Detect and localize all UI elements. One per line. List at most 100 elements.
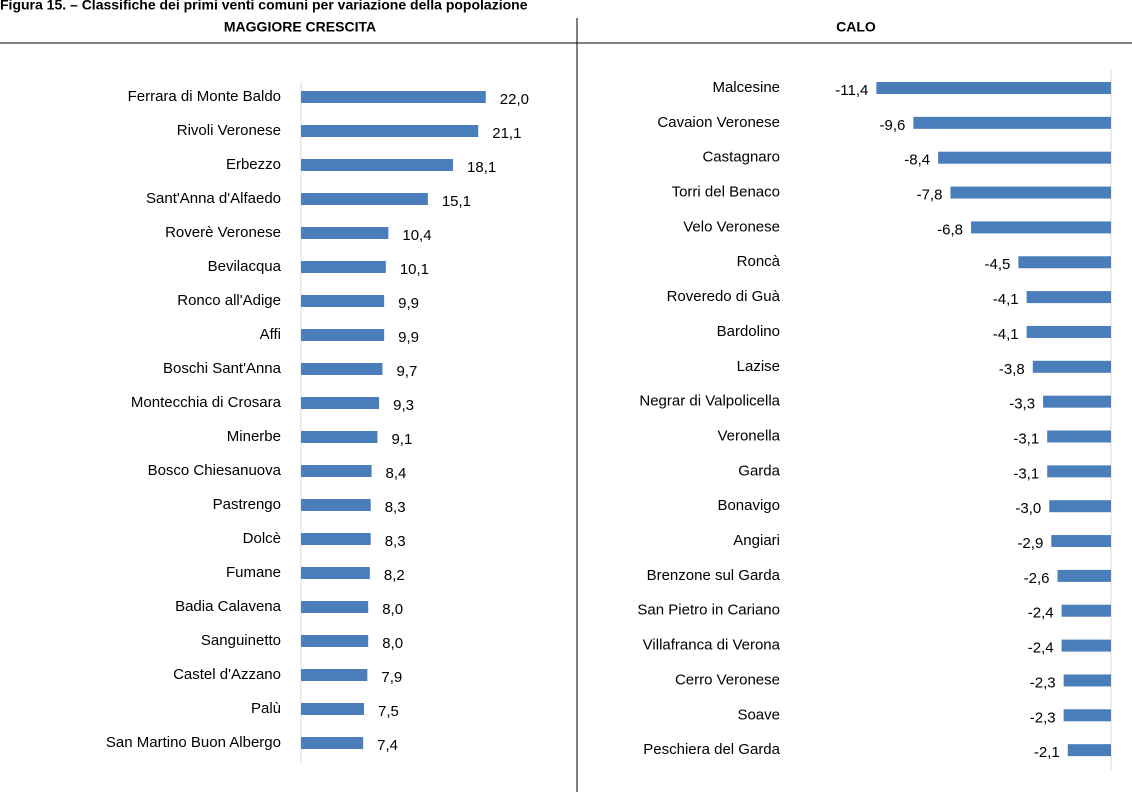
bar	[1047, 430, 1111, 443]
category-label: Pastrengo	[213, 496, 281, 513]
value-label: -8,4	[904, 152, 930, 169]
category-label: Erbezzo	[226, 156, 281, 173]
category-label: Cerro Veronese	[675, 671, 780, 688]
category-label: Veronella	[717, 427, 780, 444]
value-label: -2,3	[1030, 674, 1056, 691]
bar	[1026, 325, 1111, 338]
bar	[301, 125, 479, 137]
value-label: -6,8	[937, 221, 963, 238]
bar	[301, 533, 371, 545]
category-label: Castagnaro	[702, 149, 780, 166]
value-label: 8,0	[382, 601, 403, 618]
category-label: Affi	[260, 326, 281, 343]
bar	[301, 363, 383, 375]
value-label: 8,3	[385, 533, 406, 550]
value-label: 9,1	[391, 431, 412, 448]
category-label: Brenzone sul Garda	[647, 567, 781, 584]
category-label: Angiari	[733, 532, 780, 549]
bar	[301, 499, 371, 511]
category-label: Badia Calavena	[175, 598, 282, 615]
value-label: 8,4	[386, 465, 407, 482]
value-label: -4,5	[985, 256, 1011, 273]
bar	[1063, 709, 1111, 722]
value-label: -7,8	[917, 187, 943, 204]
value-label: 21,1	[492, 125, 521, 142]
value-label: -3,8	[999, 361, 1025, 378]
category-label: Garda	[738, 462, 780, 479]
value-label: 8,2	[384, 567, 405, 584]
value-label: 15,1	[442, 193, 471, 210]
category-label: Sant'Anna d'Alfaedo	[146, 190, 281, 207]
bar	[301, 635, 369, 647]
category-label: Villafranca di Verona	[643, 637, 781, 654]
category-label: Torri del Benaco	[672, 184, 780, 201]
value-label: 22,0	[500, 91, 529, 108]
category-label: Ferrara di Monte Baldo	[128, 88, 281, 105]
value-label: -4,1	[993, 291, 1019, 308]
category-label: Minerbe	[227, 428, 281, 445]
bar	[1063, 674, 1111, 687]
bar	[301, 669, 368, 681]
category-label: Montecchia di Crosara	[131, 394, 282, 411]
category-label: Bevilacqua	[208, 258, 282, 275]
value-label: -3,1	[1013, 430, 1039, 447]
value-label: -3,1	[1013, 465, 1039, 482]
bar	[301, 261, 386, 273]
category-label: Bonavigo	[717, 497, 780, 514]
panel-title: MAGGIORE CRESCITA	[224, 19, 376, 35]
bar	[301, 737, 364, 749]
category-label: Velo Veronese	[683, 218, 780, 235]
value-label: 10,4	[402, 227, 431, 244]
bar	[301, 295, 385, 307]
category-label: San Pietro in Cariano	[637, 602, 780, 619]
bar	[301, 397, 380, 409]
value-label: 10,1	[400, 261, 429, 278]
value-label: -2,9	[1017, 535, 1043, 552]
category-label: Roveredo di Guà	[667, 288, 781, 305]
category-label: Boschi Sant'Anna	[163, 360, 282, 377]
category-label: Palù	[251, 700, 281, 717]
value-label: 7,4	[377, 737, 398, 754]
bar	[1051, 535, 1111, 548]
bar	[1061, 639, 1111, 652]
category-label: Sanguinetto	[201, 632, 281, 649]
value-label: -3,0	[1015, 500, 1041, 517]
bar	[938, 151, 1111, 164]
value-label: 18,1	[467, 159, 496, 176]
value-label: -2,3	[1030, 709, 1056, 726]
category-label: Negrar di Valpolicella	[639, 393, 780, 410]
bar	[301, 159, 454, 171]
bar	[301, 601, 369, 613]
value-label: 9,3	[393, 397, 414, 414]
bar	[301, 227, 389, 239]
figure-title: Figura 15. – Classifiche dei primi venti…	[0, 0, 528, 13]
value-label: 9,9	[398, 329, 419, 346]
value-label: -9,6	[880, 117, 906, 134]
bar	[1047, 465, 1111, 478]
value-label: -2,6	[1024, 570, 1050, 587]
bar	[950, 186, 1111, 199]
bar	[1018, 256, 1111, 269]
value-label: -2,4	[1028, 605, 1054, 622]
category-label: Lazise	[737, 358, 780, 375]
value-label: -3,3	[1009, 396, 1035, 413]
category-label: Cavaion Veronese	[657, 114, 780, 131]
bar	[913, 116, 1111, 129]
value-label: 9,9	[398, 295, 419, 312]
bar	[1057, 569, 1111, 582]
value-label: -2,4	[1028, 640, 1054, 657]
value-label: -11,4	[835, 82, 868, 99]
bar	[301, 703, 364, 715]
category-label: Rivoli Veronese	[177, 122, 281, 139]
category-label: Bosco Chiesanuova	[148, 462, 282, 479]
category-label: Fumane	[226, 564, 281, 581]
bar	[301, 465, 372, 477]
category-label: Bardolino	[717, 323, 780, 340]
bar	[1061, 604, 1111, 617]
bar	[301, 193, 428, 205]
category-label: Ronco all'Adige	[177, 292, 281, 309]
value-label: 8,3	[385, 499, 406, 516]
bar	[1067, 744, 1111, 757]
bar	[301, 91, 486, 103]
